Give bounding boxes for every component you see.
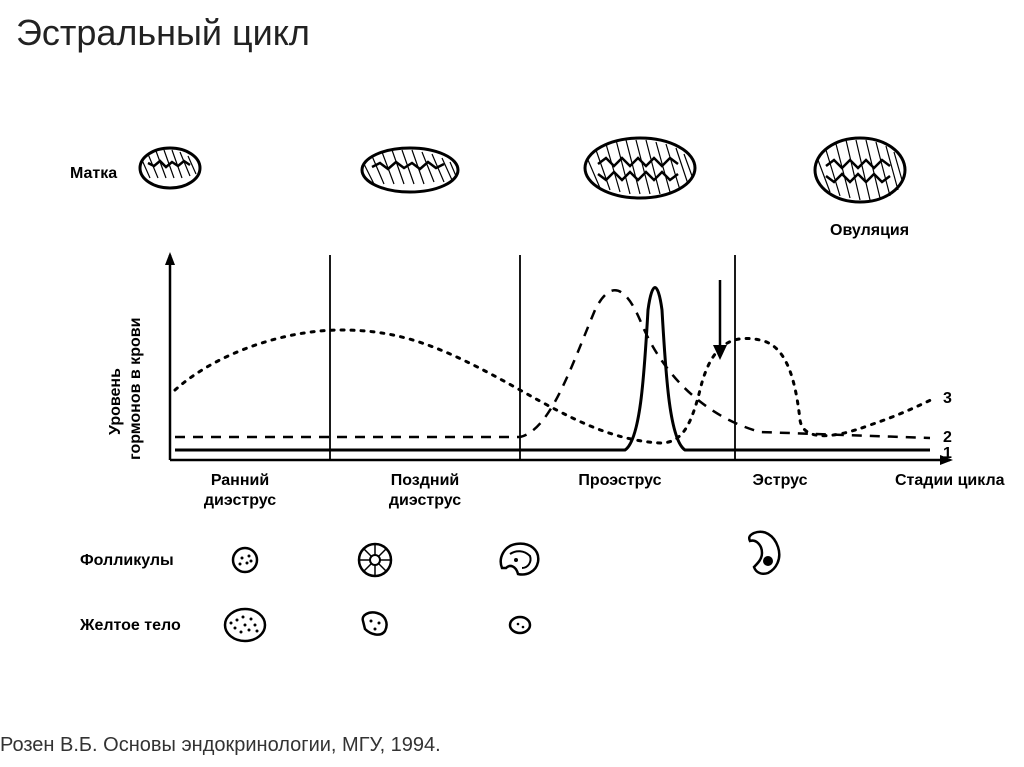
svg-text:Проэструс: Проэструс (578, 472, 661, 489)
uterus-stage-4 (815, 138, 905, 202)
svg-text:Стадии цикла: Стадии цикла (895, 472, 1005, 489)
stage-labels: Ранний диэструс Поздний диэструс Проэстр… (204, 472, 1005, 509)
svg-text:диэструс: диэструс (389, 492, 461, 509)
follicle-4 (749, 532, 779, 574)
yellow-body-label: Желтое тело (79, 617, 181, 634)
corpus-luteum-2 (363, 612, 387, 634)
svg-text:Уровень: Уровень (107, 368, 124, 435)
svg-text:Эструс: Эструс (752, 472, 807, 489)
follicle-2 (359, 544, 391, 576)
curve-label-2: 2 (943, 429, 952, 446)
y-axis-label: Уровень гормонов в крови (107, 318, 144, 460)
chart-axes (165, 252, 953, 465)
hormone-curve-3 (175, 330, 935, 443)
follicle-3 (501, 544, 538, 575)
corpus-luteum-3 (510, 617, 530, 633)
corpus-luteum-1 (225, 609, 265, 641)
svg-text:диэструс: диэструс (204, 492, 276, 509)
curve-label-3: 3 (943, 390, 952, 407)
uterus-stage-3 (585, 138, 695, 198)
ovulation-label: Овуляция (830, 222, 909, 239)
citation-text: Розен В.Б. Основы эндокринологии, МГУ, 1… (0, 734, 441, 757)
uterus-stage-1 (140, 148, 200, 188)
page-title: Эстральный цикл (16, 12, 310, 54)
follicles-label: Фолликулы (80, 552, 174, 569)
curve-label-1: 1 (943, 445, 952, 462)
diagram-svg: Овуляция Уровень гормонов в крови (40, 140, 980, 700)
svg-text:Ранний: Ранний (211, 472, 269, 489)
uterus-stage-2 (362, 148, 458, 192)
hormone-curve-2 (175, 290, 930, 438)
svg-text:Поздний: Поздний (391, 472, 460, 489)
svg-text:гормонов в крови: гормонов в крови (127, 318, 144, 460)
estrous-cycle-diagram: Матка Овуляция (40, 140, 980, 700)
hormone-curve-1 (175, 288, 930, 451)
follicle-1 (233, 548, 257, 572)
